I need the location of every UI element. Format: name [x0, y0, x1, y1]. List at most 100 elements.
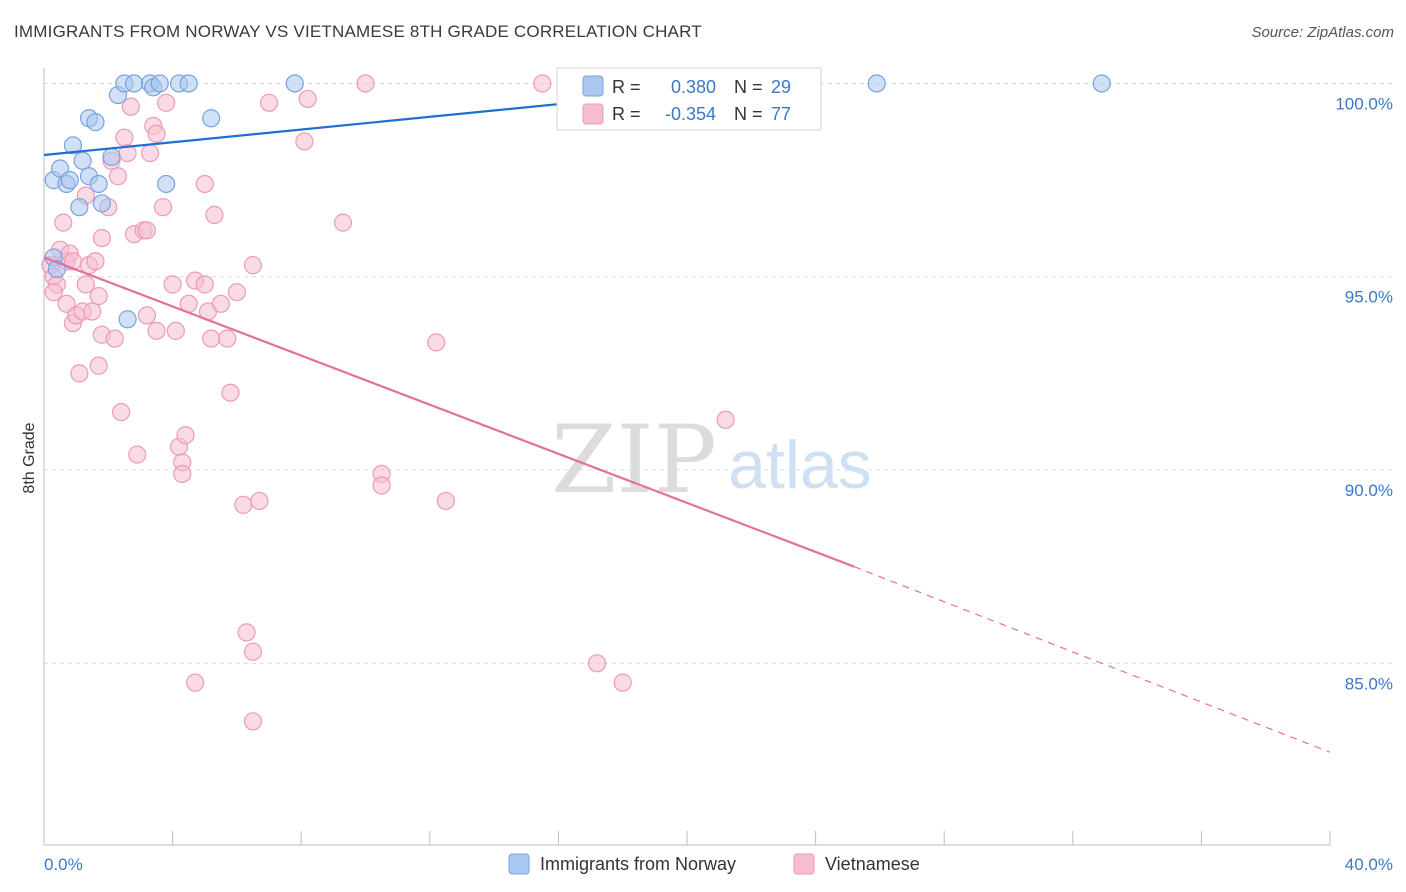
legend-n-value-vietnamese: 77 — [771, 104, 791, 124]
norway-point-9 — [70, 198, 89, 217]
series-legend-swatch-vietnamese — [793, 853, 815, 875]
vietnamese-point-66 — [234, 495, 253, 514]
vietnamese-point-13 — [76, 275, 95, 294]
vietnamese-point-36 — [153, 198, 173, 217]
watermark: ZIP atlas — [551, 406, 872, 515]
vietnamese-point-58 — [356, 74, 375, 93]
trendline-vietnamese-extension — [853, 566, 1331, 753]
norway-point-24 — [202, 109, 221, 128]
vietnamese-point-74 — [243, 642, 263, 661]
vietnamese-point-72 — [716, 410, 735, 429]
norway-points — [44, 74, 1111, 329]
norway-point-11 — [86, 113, 105, 132]
vietnamese-point-38 — [147, 321, 166, 340]
vietnamese-point-52 — [227, 283, 246, 302]
vietnamese-point-57 — [333, 213, 353, 232]
watermark-atlas: atlas — [728, 427, 872, 503]
norway-point-25 — [118, 310, 137, 329]
series-legend: Immigrants from Norway Vietnamese — [508, 853, 920, 875]
vietnamese-point-32 — [137, 221, 156, 240]
legend-r-value-norway: 0.380 — [671, 77, 716, 97]
vietnamese-point-21 — [105, 329, 124, 348]
norway-point-28 — [1092, 74, 1111, 93]
y-tick-label-1: 95.0% — [1345, 288, 1393, 307]
vietnamese-point-47 — [205, 205, 224, 224]
vietnamese-point-51 — [221, 383, 240, 402]
chart-source: Source: ZipAtlas.com — [1251, 24, 1394, 41]
y-axis-label: 8th Grade — [21, 422, 38, 493]
legend-swatch-norway — [582, 75, 604, 97]
vietnamese-point-41 — [166, 321, 185, 340]
legend-n-label-norway: N = — [734, 77, 763, 97]
vietnamese-point-70 — [436, 491, 455, 511]
vietnamese-point-33 — [140, 143, 160, 163]
vietnamese-point-29 — [121, 97, 140, 116]
norway-point-3 — [50, 159, 70, 178]
trendline-vietnamese — [43, 256, 855, 568]
norway-point-13 — [92, 194, 111, 213]
norway-point-6 — [73, 151, 92, 170]
vietnamese-point-71 — [427, 333, 446, 352]
norway-point-20 — [150, 74, 169, 93]
vietnamese-point-60 — [112, 402, 131, 422]
vietnamese-point-40 — [163, 275, 182, 294]
vietnamese-point-24 — [92, 228, 111, 248]
legend: R = 0.380 N = 29 R = -0.354 N = 77 — [556, 67, 822, 131]
grid-lines — [44, 82, 1393, 664]
vietnamese-points — [41, 74, 735, 731]
vietnamese-point-35 — [147, 124, 166, 143]
vietnamese-point-46 — [202, 329, 221, 348]
y-tick-labels: 100.0% 95.0% 90.0% 85.0% — [1335, 94, 1393, 693]
x-tick-label-max: 40.0% — [1345, 855, 1393, 874]
norway-point-17 — [124, 74, 144, 93]
vietnamese-point-18 — [70, 364, 89, 383]
vietnamese-point-61 — [128, 445, 147, 464]
vietnamese-point-49 — [218, 329, 237, 348]
vietnamese-point-73 — [237, 623, 256, 642]
norway-point-27 — [867, 74, 886, 93]
legend-swatch-vietnamese — [582, 103, 604, 125]
vietnamese-point-16 — [83, 302, 102, 321]
vietnamese-point-50 — [195, 174, 214, 194]
norway-point-5 — [63, 136, 83, 155]
chart-title: IMMIGRANTS FROM NORWAY VS VIETNAMESE 8TH… — [14, 22, 702, 41]
y-tick-label-2: 90.0% — [1345, 481, 1393, 500]
vietnamese-point-69 — [372, 476, 391, 495]
norway-point-23 — [179, 74, 198, 93]
vietnamese-point-77 — [587, 654, 607, 673]
vietnamese-point-44 — [195, 275, 214, 294]
vietnamese-point-15 — [86, 252, 105, 271]
series-legend-swatch-norway — [508, 853, 530, 875]
vietnamese-point-26 — [108, 167, 128, 186]
series-legend-label-vietnamese: Vietnamese — [825, 854, 920, 874]
vietnamese-point-3 — [44, 283, 63, 302]
vietnamese-point-37 — [157, 93, 176, 112]
vietnamese-point-55 — [298, 89, 317, 109]
vietnamese-point-65 — [173, 464, 192, 483]
y-tick-label-3: 85.0% — [1345, 674, 1393, 693]
norway-point-12 — [89, 174, 108, 194]
vietnamese-point-63 — [176, 426, 195, 445]
vietnamese-point-54 — [259, 93, 279, 112]
norway-point-26 — [285, 74, 304, 93]
vietnamese-point-78 — [613, 673, 632, 692]
vietnamese-point-19 — [89, 356, 108, 375]
y-tick-label-0: 100.0% — [1335, 94, 1393, 113]
vietnamese-point-56 — [295, 132, 314, 151]
legend-n-value-norway: 29 — [771, 77, 791, 97]
legend-r-label-vietnamese: R = — [612, 104, 641, 124]
legend-r-value-vietnamese: -0.354 — [665, 104, 716, 124]
series-legend-label-norway: Immigrants from Norway — [540, 854, 736, 874]
vietnamese-point-48 — [211, 294, 230, 313]
vietnamese-point-27 — [115, 128, 134, 147]
norway-point-7 — [60, 171, 79, 190]
x-ticks — [172, 831, 1331, 845]
legend-n-label-vietnamese: N = — [734, 104, 763, 124]
vietnamese-point-39 — [137, 306, 156, 325]
vietnamese-point-6 — [54, 213, 73, 232]
vietnamese-point-59 — [533, 74, 552, 93]
vietnamese-point-9 — [57, 294, 76, 313]
vietnamese-point-53 — [243, 256, 263, 275]
norway-point-14 — [102, 147, 121, 167]
